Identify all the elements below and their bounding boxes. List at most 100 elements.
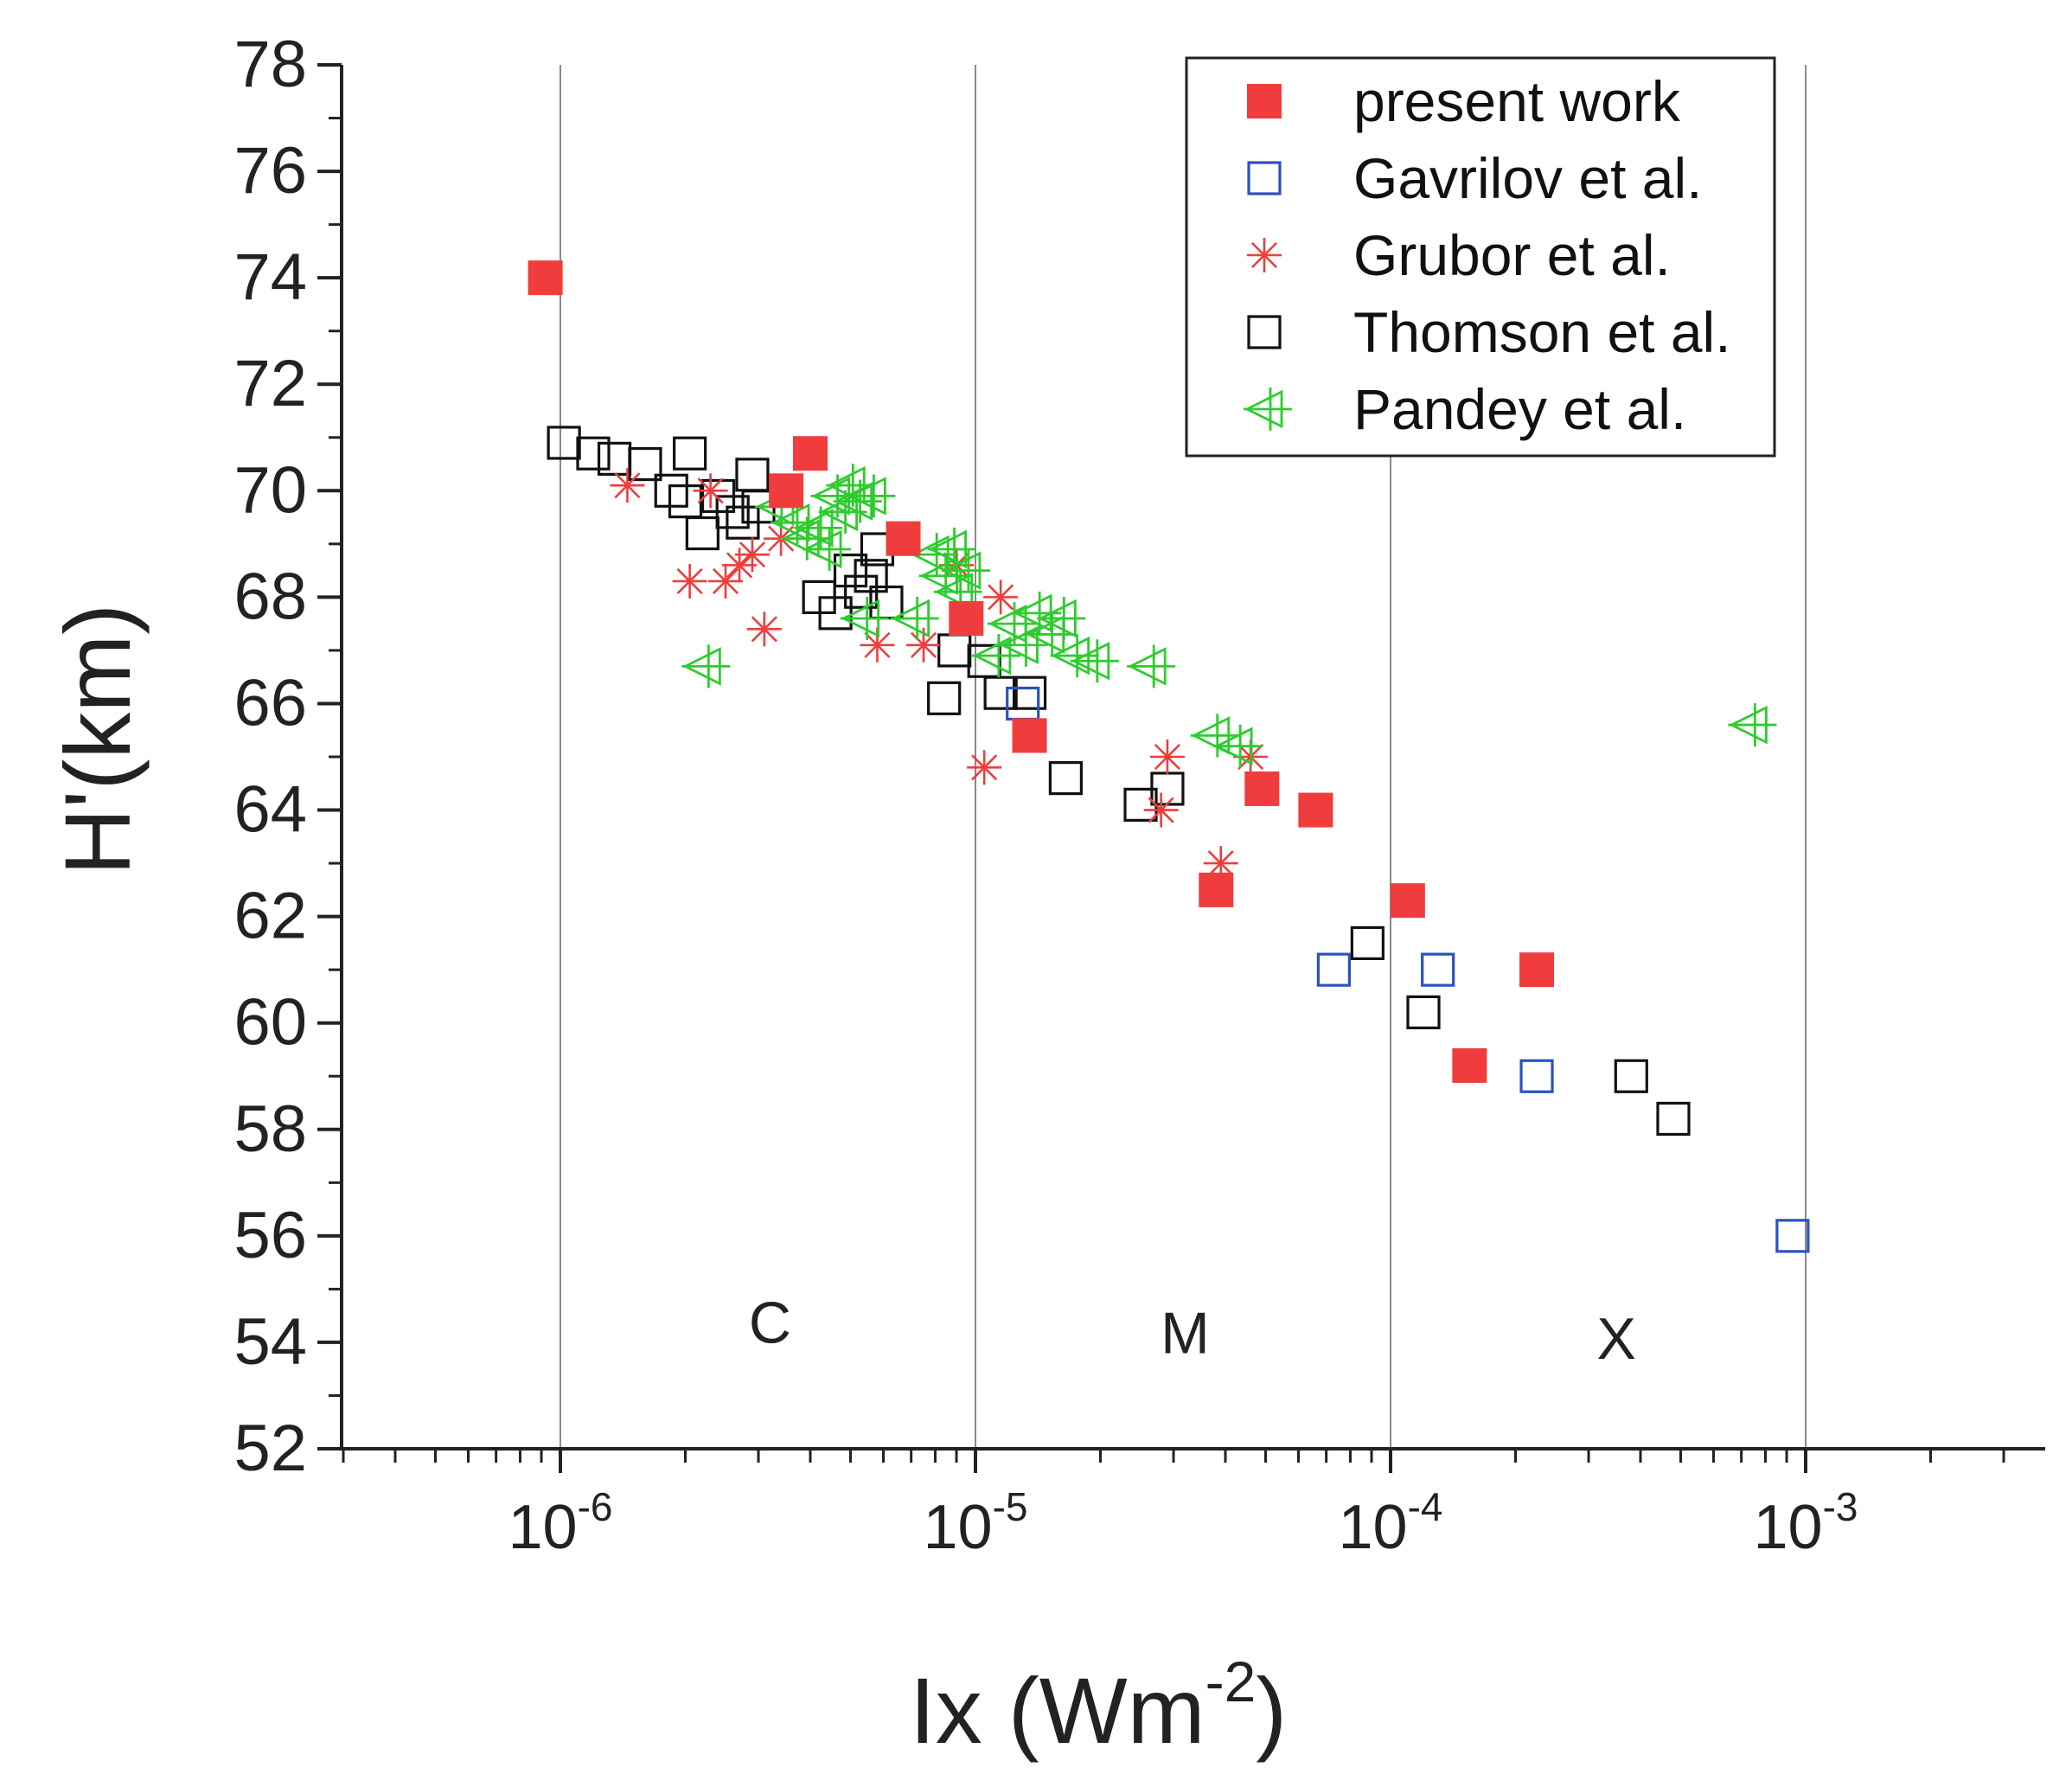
y-tick-label: 70 [233,453,307,527]
data-point [860,627,895,663]
data-point [1050,634,1099,678]
x-tick-base: 10 [1754,1493,1823,1562]
series-gavrilov-et-al [1006,686,1810,1253]
data-point [715,495,750,529]
data-point [803,528,852,571]
y-tick-label: 78 [233,28,307,101]
y-tick-label: 72 [233,347,307,420]
data-point [949,601,984,636]
data-point [818,596,853,631]
y-tick-label: 68 [233,560,307,633]
data-point [734,537,770,573]
data-point [654,473,688,508]
data-point [1421,952,1455,987]
data-point [769,473,804,509]
data-point [528,260,563,296]
data-point [597,441,632,476]
data-point [547,426,581,460]
legend-box [1185,56,1776,458]
data-point [1390,883,1425,919]
data-point [1070,639,1119,683]
region-label-x: X [1596,1306,1635,1372]
series-present-work [528,260,1555,1083]
data-point [847,474,896,518]
region-label-c: C [749,1290,791,1355]
data-point [1614,1059,1648,1093]
data-point [735,458,770,492]
data-point [833,554,868,588]
data-point [628,446,662,482]
data-point [746,612,782,647]
data-point [1006,686,1040,721]
axis-ticks [317,63,2005,1473]
x-axis-title-superscript: -2 [1205,1649,1257,1713]
data-point [1298,792,1333,828]
data-point [576,436,611,471]
data-point [1656,1101,1691,1137]
y-tick-label: 60 [233,986,307,1060]
data-point [1048,761,1083,796]
x-tick-label: 10-5 [924,1484,1028,1562]
data-point [1012,676,1047,710]
y-tick-label: 74 [233,240,307,314]
data-point [1203,846,1238,881]
data-point [672,563,707,599]
y-tick-label: 58 [233,1092,307,1166]
x-tick-base: 10 [924,1493,993,1562]
series-pandey-et-al [681,464,1777,768]
region-label-m: M [1161,1301,1210,1367]
data-point [673,436,707,471]
y-tick-label: 76 [233,134,307,208]
data-point [610,468,645,503]
data-point [937,633,972,668]
data-point [1037,597,1086,640]
data-point [1406,995,1441,1029]
x-axis-title: Ix (Wm-2) [910,1649,1288,1763]
data-point [941,548,990,592]
data-point [1519,952,1555,988]
data-point [983,580,1019,615]
x-tick-label: 10-6 [508,1484,613,1562]
data-point [1190,714,1239,758]
x-tick-exponent: -5 [993,1484,1028,1529]
y-axis-title: H'(km) [45,604,150,876]
x-tick-exponent: -3 [1823,1484,1858,1529]
data-point [1149,740,1185,774]
y-tick-label: 52 [233,1412,307,1485]
legend-label: Thomson et al. [1353,300,1731,364]
data-point [693,473,728,509]
data-point [1199,872,1234,907]
y-tick-label: 62 [233,880,307,953]
data-point [1143,792,1179,828]
y-tick-label: 56 [233,1199,307,1272]
x-tick-exponent: -6 [578,1484,613,1529]
legend-marker [1247,238,1282,272]
x-tick-base: 10 [508,1493,578,1562]
data-point [1519,1059,1554,1093]
data-point [1728,703,1777,747]
series-thomson-et-al [547,426,1691,1137]
x-tick-label: 10-3 [1754,1484,1858,1562]
y-tick-label: 66 [233,666,307,740]
data-point [999,623,1048,667]
data-point [1127,644,1176,688]
data-points [528,260,1810,1253]
legend-label: Grubor et al. [1353,223,1671,287]
x-tick-label: 10-4 [1339,1484,1443,1562]
data-point [983,676,1018,710]
data-point [1775,1219,1810,1253]
data-point [967,750,1002,785]
data-point [1452,1047,1487,1083]
data-point [890,597,939,640]
y-tick-label: 54 [233,1305,307,1379]
legend-marker [1247,84,1282,118]
data-point [685,516,719,551]
data-point [840,597,889,640]
data-point [1316,952,1351,987]
legend-marker [1247,161,1282,195]
data-point [1213,724,1263,768]
data-point [1012,718,1047,753]
